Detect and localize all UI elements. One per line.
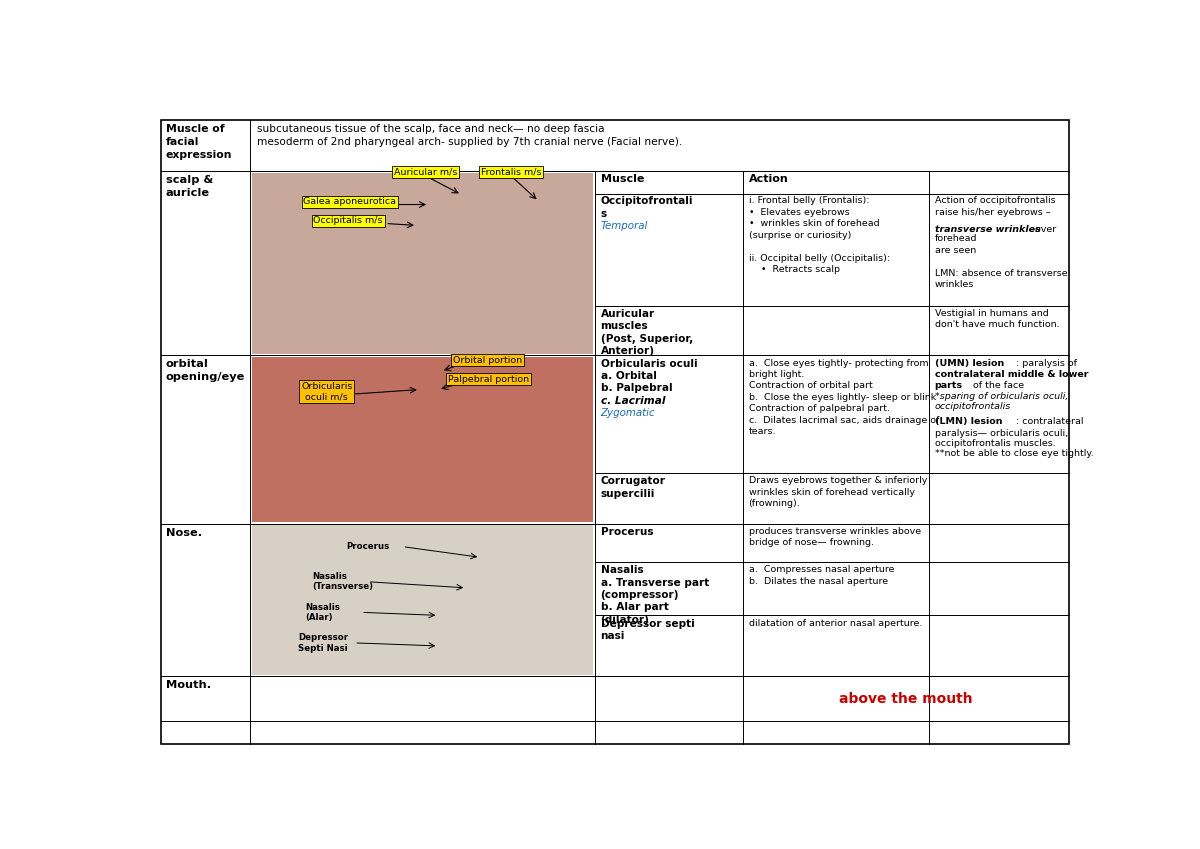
- Text: over: over: [1032, 224, 1056, 233]
- Text: Occipitalis m/s: Occipitalis m/s: [313, 216, 383, 225]
- Text: (LMN) lesion: (LMN) lesion: [935, 418, 1002, 426]
- Text: Orbicularis oculi
a. Orbital
b. Palpebral: Orbicularis oculi a. Orbital b. Palpebra…: [601, 358, 697, 393]
- Text: **not be able to close eye tightly.: **not be able to close eye tightly.: [935, 449, 1093, 458]
- Text: scalp &
auricle: scalp & auricle: [166, 175, 214, 198]
- Text: Orbital portion: Orbital portion: [454, 356, 522, 364]
- Text: Frontalis m/s: Frontalis m/s: [480, 167, 541, 177]
- Bar: [252, 525, 593, 675]
- Text: Muscle: Muscle: [601, 174, 644, 184]
- Text: of the face: of the face: [970, 381, 1024, 391]
- Text: Mouth.: Mouth.: [166, 680, 211, 690]
- Text: Zygomatic: Zygomatic: [601, 408, 655, 418]
- Text: a.  Close eyes tightly- protecting from
bright light.
Contraction of orbital par: a. Close eyes tightly- protecting from b…: [749, 358, 938, 436]
- Text: : paralysis of: : paralysis of: [1016, 358, 1078, 368]
- Text: dilatation of anterior nasal aperture.: dilatation of anterior nasal aperture.: [749, 619, 922, 627]
- Text: *sparing of orbicularis oculi,: *sparing of orbicularis oculi,: [935, 392, 1068, 401]
- Text: Procerus: Procerus: [601, 527, 653, 537]
- Text: Procerus: Procerus: [347, 543, 390, 551]
- Text: parts: parts: [935, 381, 962, 391]
- Text: occipitofrontalis: occipitofrontalis: [935, 402, 1010, 412]
- Text: paralysis— orbicularis oculi,: paralysis— orbicularis oculi,: [935, 430, 1068, 438]
- Text: Action of occipitofrontalis
raise his/her eyebrows –: Action of occipitofrontalis raise his/he…: [935, 196, 1055, 216]
- Text: Nose.: Nose.: [166, 527, 202, 537]
- Text: Galea aponeurotica: Galea aponeurotica: [304, 198, 396, 206]
- Text: Occipitofrontali
s: Occipitofrontali s: [601, 196, 694, 219]
- Text: Auricular m/s: Auricular m/s: [394, 167, 457, 177]
- Text: contralateral middle & lower: contralateral middle & lower: [935, 370, 1088, 380]
- Bar: [252, 357, 593, 522]
- Text: Nasalis
(Alar): Nasalis (Alar): [305, 603, 340, 622]
- Text: Muscle of
facial
expression: Muscle of facial expression: [166, 124, 233, 160]
- Text: i. Frontal belly (Frontalis):
•  Elevates eyebrows
•  wrinkles skin of forehead
: i. Frontal belly (Frontalis): • Elevates…: [749, 196, 889, 274]
- Text: Nasalis
a. Transverse part
(compressor)
b. Alar part
(dilator): Nasalis a. Transverse part (compressor) …: [601, 565, 709, 625]
- Text: subcutaneous tissue of the scalp, face and neck— no deep fascia
mesoderm of 2nd : subcutaneous tissue of the scalp, face a…: [257, 124, 682, 147]
- Text: occipitofrontalis muscles.: occipitofrontalis muscles.: [935, 439, 1055, 448]
- Text: Vestigial in humans and
don't have much function.: Vestigial in humans and don't have much …: [935, 309, 1060, 329]
- Text: Draws eyebrows together & inferiorly
wrinkles skin of forehead vertically
(frown: Draws eyebrows together & inferiorly wri…: [749, 476, 926, 509]
- Text: (UMN) lesion: (UMN) lesion: [935, 358, 1004, 368]
- Text: : contralateral: : contralateral: [1016, 418, 1084, 426]
- Text: Temporal: Temporal: [601, 222, 648, 231]
- Text: Nasalis
(Transverse): Nasalis (Transverse): [312, 572, 373, 592]
- Text: above the mouth: above the mouth: [839, 692, 973, 706]
- Text: transverse wrinkles: transverse wrinkles: [935, 224, 1040, 233]
- Text: Auricular
muscles
(Post, Superior,
Anterior): Auricular muscles (Post, Superior, Anter…: [601, 309, 692, 356]
- Text: Orbicularis
oculi m/s: Orbicularis oculi m/s: [301, 382, 353, 402]
- Text: a.  Compresses nasal aperture
b.  Dilates the nasal aperture: a. Compresses nasal aperture b. Dilates …: [749, 565, 894, 586]
- Text: c. Lacrimal: c. Lacrimal: [601, 396, 665, 407]
- Text: orbital
opening/eye: orbital opening/eye: [166, 359, 245, 382]
- Text: Action: Action: [749, 174, 788, 184]
- Text: Palpebral portion: Palpebral portion: [448, 374, 529, 384]
- Text: produces transverse wrinkles above
bridge of nose— frowning.: produces transverse wrinkles above bridg…: [749, 527, 920, 548]
- Text: Depressor septi
nasi: Depressor septi nasi: [601, 619, 695, 641]
- Bar: [252, 172, 593, 354]
- Text: Depressor
Septi Nasi: Depressor Septi Nasi: [299, 633, 348, 653]
- Text: forehead
are seen

LMN: absence of transverse
wrinkles: forehead are seen LMN: absence of transv…: [935, 234, 1067, 290]
- Text: Corrugator
supercilii: Corrugator supercilii: [601, 476, 666, 499]
